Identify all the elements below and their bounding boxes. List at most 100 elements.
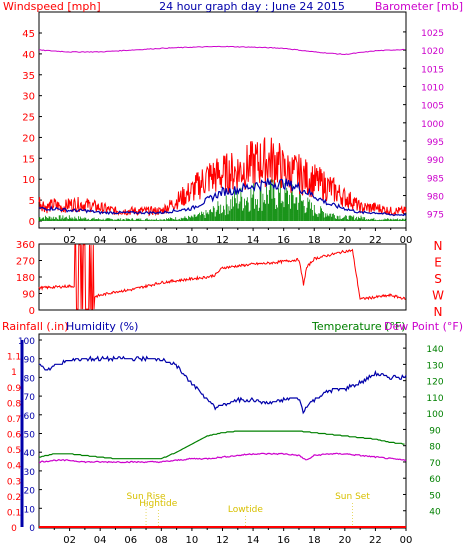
x-tick-label: 00: [400, 535, 413, 546]
x-tick-label: 10: [186, 535, 199, 546]
x-tick-label: 02: [63, 235, 76, 246]
humidity-y-tick-label: 90: [24, 356, 36, 366]
x-tick-label: 08: [155, 235, 168, 246]
wind-y-tick-label: 40: [22, 50, 35, 61]
direction-y-tick-label: 0: [29, 306, 35, 317]
rain-y-tick-label: 0.5: [7, 446, 21, 456]
average-speed-series: [38, 178, 407, 217]
temperature-y-tick-label: 120: [426, 378, 443, 388]
x-tick-label: 20: [338, 235, 351, 246]
rain-axis-label: Rainfall (.in): [2, 320, 69, 333]
humidity-y-tick-label: 0: [29, 524, 35, 534]
baro-y-tick-label: 990: [427, 156, 444, 166]
baro-y-tick-label: 980: [427, 193, 444, 203]
baro-y-tick-label: 1015: [421, 65, 444, 75]
wind-y-tick-label: 30: [22, 92, 35, 103]
temperature-axis-label: Temperature (°F): [311, 320, 406, 333]
baro-y-tick-label: 1020: [421, 47, 444, 57]
humidity-y-tick-label: 80: [24, 374, 36, 384]
rain-y-tick-label: 0.9: [7, 384, 22, 394]
compass-label: E: [434, 256, 442, 270]
x-tick-label: 12: [216, 535, 229, 546]
annotation-label: Sun Rise: [127, 492, 166, 502]
baro-y-tick-label: 1025: [421, 29, 444, 39]
x-tick-label: 16: [277, 535, 290, 546]
wind-y-tick-label: 25: [22, 113, 35, 124]
x-tick-label: 04: [94, 235, 107, 246]
wind-y-tick-label: 10: [22, 175, 35, 186]
x-tick-label: 00: [400, 235, 413, 246]
x-tick-label: 06: [124, 535, 137, 546]
wind-direction-bars-series: [38, 179, 407, 221]
rain-y-tick-label: 0.6: [7, 431, 22, 441]
compass-label: N: [434, 305, 443, 319]
dewpoint-series: [39, 452, 407, 464]
dewpoint-axis-label: Dew Point (°F): [384, 320, 463, 333]
humidity-y-tick-label: 50: [24, 431, 36, 441]
x-tick-label: 18: [308, 235, 321, 246]
baro-y-tick-label: 1005: [421, 102, 444, 112]
humidity-y-tick-label: 70: [24, 393, 36, 403]
x-tick-label: 22: [369, 235, 382, 246]
x-tick-label: 06: [124, 235, 137, 246]
barometer-series: [38, 45, 405, 56]
chart-title: 24 hour graph day : June 24 2015: [159, 0, 345, 13]
wind-y-tick-label: 45: [22, 29, 35, 40]
baro-y-tick-label: 1010: [421, 83, 444, 93]
temperature-y-tick-label: 90: [429, 426, 441, 436]
humidity-y-tick-label: 100: [18, 337, 35, 347]
x-tick-label: 16: [277, 235, 290, 246]
baro-y-tick-label: 1000: [421, 120, 444, 130]
compass-label: N: [434, 239, 443, 253]
rain-y-tick-label: 0.2: [7, 493, 21, 503]
direction-y-tick-label: 360: [16, 240, 35, 251]
x-tick-label: 02: [63, 535, 76, 546]
humidity-y-tick-label: 10: [24, 505, 36, 515]
humidity-y-tick-label: 30: [24, 468, 36, 478]
x-tick-label: 14: [247, 235, 260, 246]
temperature-y-tick-label: 50: [429, 491, 441, 501]
gust-speed-series: [38, 137, 407, 217]
wind-y-tick-label: 20: [22, 133, 35, 144]
rain-y-tick-label: 0.7: [7, 415, 21, 425]
x-tick-label: 18: [308, 535, 321, 546]
rain-y-tick-label: 1.1: [7, 353, 21, 363]
x-tick-label: 04: [94, 535, 107, 546]
temperature-series: [39, 430, 405, 460]
wind-y-tick-label: 0: [29, 217, 35, 228]
temperature-y-tick-label: 140: [426, 345, 443, 355]
temperature-y-tick-label: 60: [429, 475, 441, 485]
wind-right-axis-label: Barometer [mb]: [375, 0, 463, 13]
x-tick-label: 10: [186, 235, 199, 246]
baro-y-tick-label: 995: [427, 138, 444, 148]
rain-y-tick-label: 0.3: [7, 477, 21, 487]
wind-direction-series: [38, 244, 406, 310]
rain-y-tick-label: 0.8: [7, 399, 22, 409]
baro-y-tick-label: 985: [427, 174, 444, 184]
humidity-y-tick-label: 40: [24, 449, 36, 459]
x-tick-label: 08: [155, 535, 168, 546]
temperature-y-tick-label: 80: [429, 443, 441, 453]
annotation-label: Hightide: [139, 499, 177, 509]
humidity-series: [39, 355, 407, 415]
compass-label: W: [432, 289, 444, 303]
wind-left-axis-label: Windspeed [mph]: [3, 0, 101, 13]
x-tick-label: 14: [247, 535, 260, 546]
temperature-y-tick-label: 130: [426, 361, 443, 371]
direction-y-tick-label: 270: [16, 257, 35, 268]
wind-y-tick-label: 35: [22, 71, 35, 82]
temperature-y-tick-label: 110: [426, 394, 443, 404]
x-tick-label: 12: [216, 235, 229, 246]
temperature-y-tick-label: 70: [429, 459, 441, 469]
temperature-y-tick-label: 40: [429, 508, 441, 518]
baro-y-tick-label: 975: [427, 211, 444, 221]
x-tick-label: 22: [369, 535, 382, 546]
annotation-label: Sun Set: [335, 492, 370, 502]
direction-y-tick-label: 90: [22, 290, 35, 301]
temperature-y-tick-label: 100: [426, 410, 443, 420]
annotation-label: Lowtide: [228, 505, 263, 515]
humidity-axis-label: Humidity (%): [66, 320, 138, 333]
rain-y-tick-label: 0.4: [7, 462, 22, 472]
wind-y-tick-label: 15: [22, 154, 35, 165]
humidity-y-tick-label: 60: [24, 412, 36, 422]
